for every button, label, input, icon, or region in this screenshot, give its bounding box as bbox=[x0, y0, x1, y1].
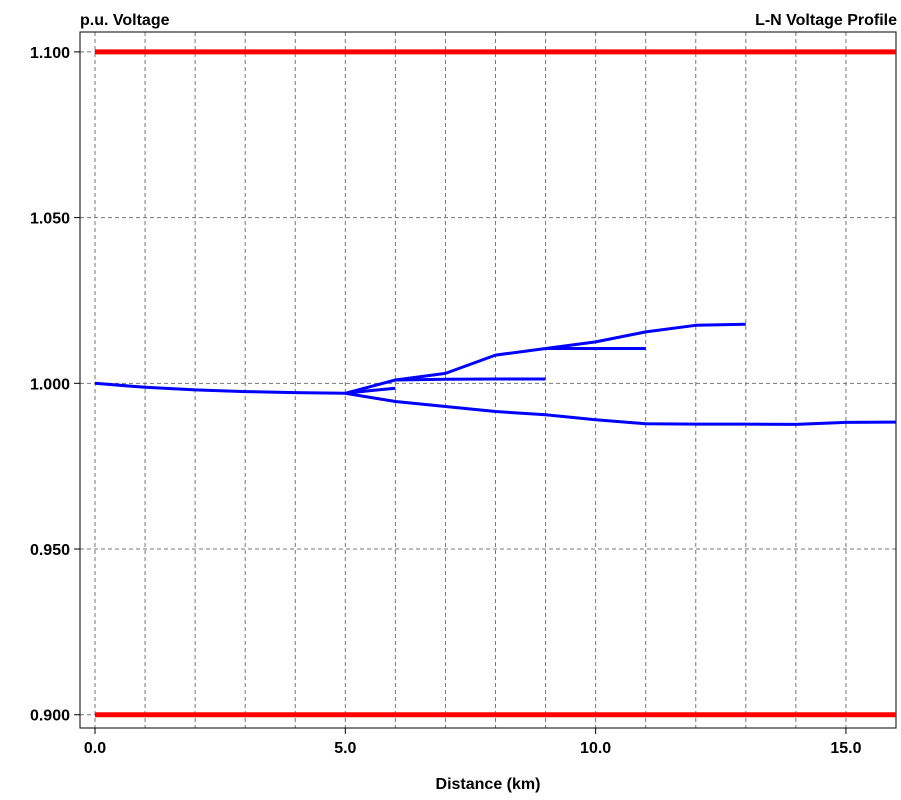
x-tick-label: 0.0 bbox=[84, 740, 106, 757]
x-tick-label: 10.0 bbox=[580, 740, 611, 757]
limit-lines bbox=[95, 49, 896, 718]
series-line bbox=[345, 391, 897, 426]
y-tick-label: 1.050 bbox=[30, 211, 70, 228]
x-tick-label: 5.0 bbox=[334, 740, 356, 757]
plot-area bbox=[79, 31, 897, 729]
x-tick-label: 15.0 bbox=[830, 740, 861, 757]
y-tick-label: 0.950 bbox=[30, 542, 70, 559]
x-axis-label: Distance (km) bbox=[436, 776, 541, 793]
series-line bbox=[395, 377, 546, 382]
y-tick-label: 0.900 bbox=[30, 708, 70, 725]
series-line bbox=[94, 381, 346, 395]
series-lines bbox=[94, 322, 897, 426]
y-tick-label: 1.000 bbox=[30, 376, 70, 393]
y-tick-label: 1.100 bbox=[30, 45, 70, 62]
y-axis-label: p.u. Voltage bbox=[80, 12, 170, 29]
axis-ticks: 0.0 5.0 10.0 15.0 0.900 0.950 1.000 1.050 1.100 bbox=[30, 45, 862, 757]
chart-title: L-N Voltage Profile bbox=[755, 12, 897, 29]
